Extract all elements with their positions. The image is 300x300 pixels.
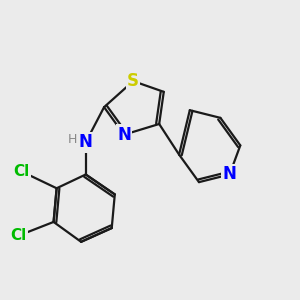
- Text: N: N: [223, 166, 236, 184]
- Text: N: N: [117, 126, 131, 144]
- Text: N: N: [79, 133, 93, 151]
- Text: S: S: [127, 72, 139, 90]
- Text: Cl: Cl: [13, 164, 30, 179]
- Text: Cl: Cl: [10, 228, 26, 243]
- Text: H: H: [68, 134, 77, 146]
